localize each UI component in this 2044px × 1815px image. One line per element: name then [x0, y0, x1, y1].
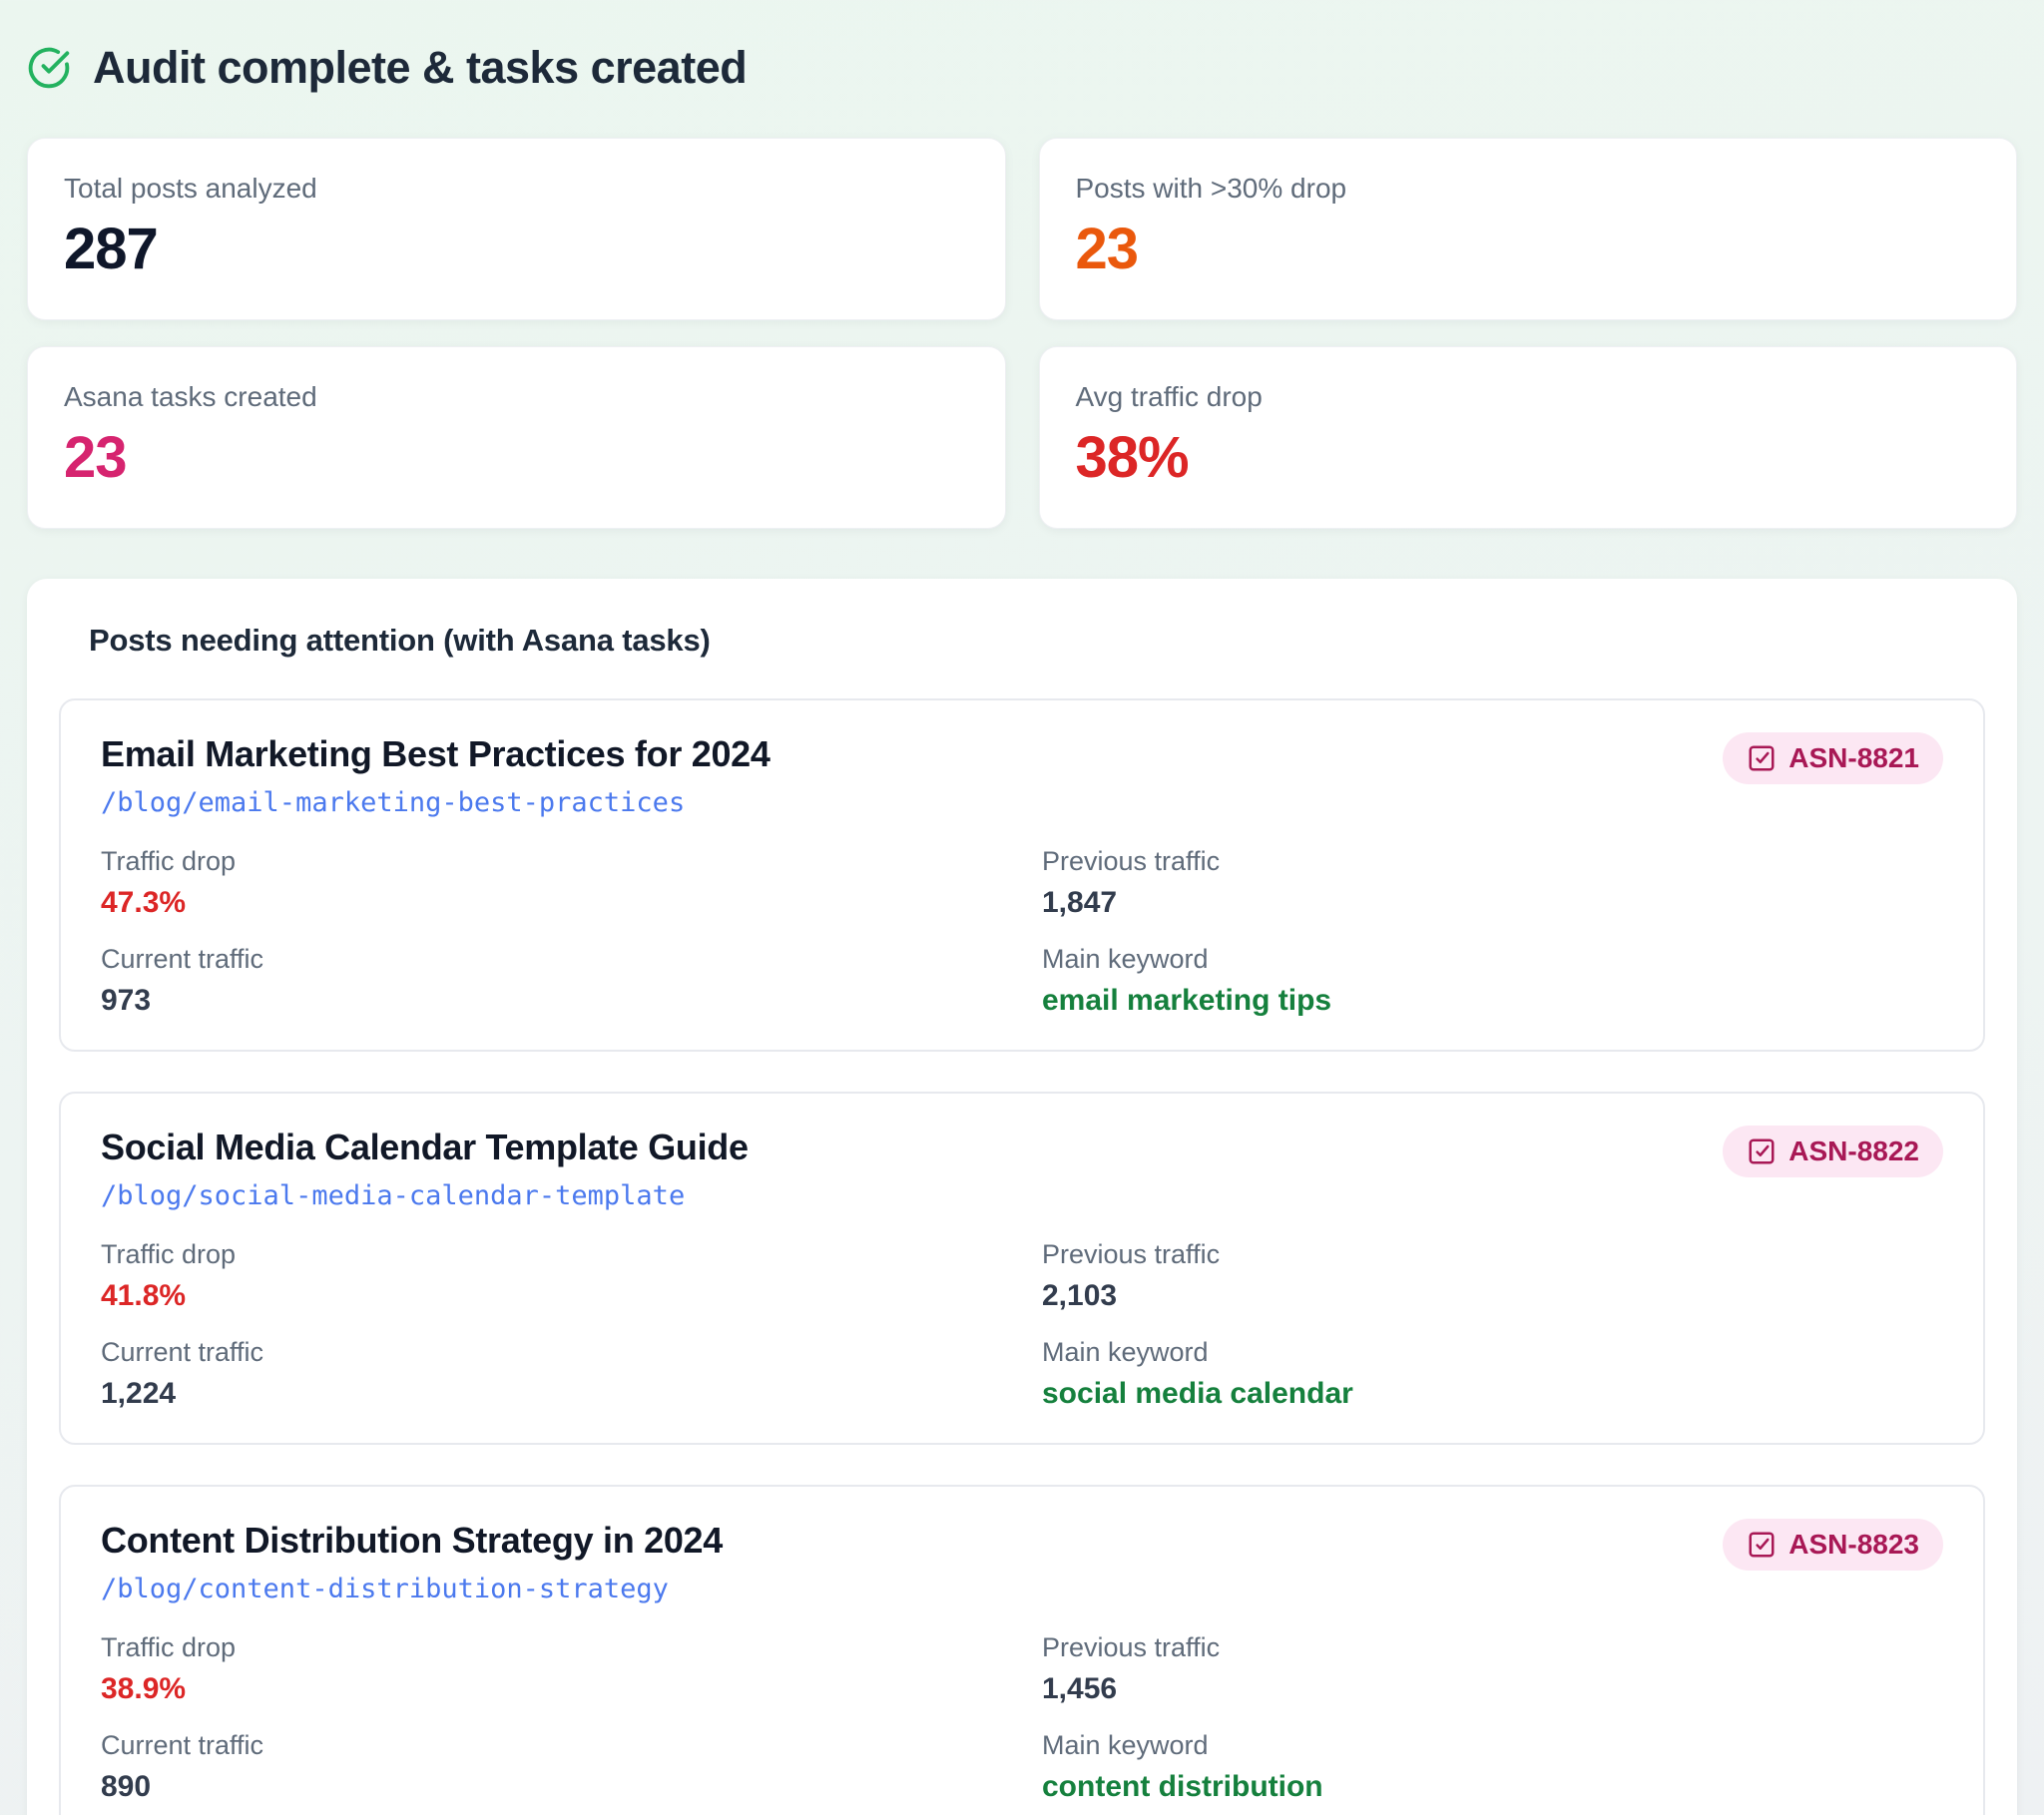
post-card: Email Marketing Best Practices for 2024 … [59, 698, 1985, 1052]
post-title: Social Media Calendar Template Guide [101, 1127, 749, 1167]
metric-value-main-keyword: email marketing tips [1042, 984, 1332, 1017]
metric-current-traffic: Current traffic 973 [101, 942, 1002, 1020]
metric-value-previous-traffic: 1,847 [1042, 886, 1118, 919]
metric-value-current-traffic: 973 [101, 984, 152, 1017]
task-id: ASN-8821 [1788, 742, 1919, 773]
metric-value-previous-traffic: 1,456 [1042, 1672, 1118, 1705]
stat-card: Avg traffic drop 38% [1038, 346, 2017, 529]
asana-task-badge[interactable]: ASN-8823 [1723, 1519, 1943, 1571]
metric-label: Main keyword [1042, 1730, 1209, 1760]
post-header: Email Marketing Best Practices for 2024 … [101, 732, 1943, 820]
post-stats: Traffic drop 41.8% Previous traffic 2,10… [101, 1237, 1943, 1413]
metric-label: Traffic drop [101, 1632, 237, 1662]
stat-card: Total posts analyzed 287 [27, 138, 1006, 320]
section-title: Posts needing attention (with Asana task… [89, 623, 711, 658]
stat-label: Asana tasks created [64, 381, 317, 412]
metric-value-main-keyword: content distribution [1042, 1770, 1323, 1803]
stat-card: Posts with >30% drop 23 [1038, 138, 2017, 320]
metric-label: Main keyword [1042, 944, 1209, 974]
metric-value-current-traffic: 890 [101, 1770, 152, 1803]
metric-value-current-traffic: 1,224 [101, 1377, 177, 1410]
circle-check-icon [27, 46, 71, 90]
post-url-link[interactable]: /blog/content-distribution-strategy [101, 1574, 669, 1604]
metric-current-traffic: Current traffic 1,224 [101, 1335, 1002, 1413]
metric-label: Previous traffic [1042, 846, 1221, 876]
metric-value-traffic-drop: 47.3% [101, 886, 187, 919]
post-info: Social Media Calendar Template Guide /bl… [101, 1126, 749, 1213]
asana-task-badge[interactable]: ASN-8821 [1723, 732, 1943, 784]
metric-main-keyword: Main keyword content distribution [1042, 1728, 1943, 1806]
metric-value-traffic-drop: 41.8% [101, 1279, 187, 1312]
metric-label: Current traffic [101, 1337, 264, 1367]
page-header: Audit complete & tasks created [27, 42, 2017, 94]
metric-previous-traffic: Previous traffic 2,103 [1042, 1237, 1943, 1315]
stat-card: Asana tasks created 23 [27, 346, 1006, 529]
task-id: ASN-8822 [1788, 1135, 1919, 1166]
post-stats: Traffic drop 47.3% Previous traffic 1,84… [101, 844, 1943, 1020]
metric-label: Previous traffic [1042, 1239, 1221, 1269]
metric-label: Previous traffic [1042, 1632, 1221, 1662]
stat-value: 38% [1075, 425, 1190, 490]
post-list: Email Marketing Best Practices for 2024 … [59, 698, 1985, 1815]
post-card: Social Media Calendar Template Guide /bl… [59, 1092, 1985, 1445]
post-title: Content Distribution Strategy in 2024 [101, 1520, 723, 1561]
stat-value: 287 [64, 217, 159, 281]
post-header: Social Media Calendar Template Guide /bl… [101, 1126, 1943, 1213]
post-card: Content Distribution Strategy in 2024 /b… [59, 1485, 1985, 1815]
post-url-link[interactable]: /blog/social-media-calendar-template [101, 1180, 686, 1211]
square-check-icon [1747, 743, 1777, 773]
post-info: Content Distribution Strategy in 2024 /b… [101, 1519, 723, 1606]
post-url-link[interactable]: /blog/email-marketing-best-practices [101, 787, 686, 818]
post-stats: Traffic drop 38.9% Previous traffic 1,45… [101, 1630, 1943, 1806]
post-header: Content Distribution Strategy in 2024 /b… [101, 1519, 1943, 1606]
stat-value: 23 [1075, 217, 1140, 281]
post-info: Email Marketing Best Practices for 2024 … [101, 732, 770, 820]
square-check-icon [1747, 1530, 1777, 1560]
metric-traffic-drop: Traffic drop 47.3% [101, 844, 1002, 922]
page-title: Audit complete & tasks created [93, 42, 748, 93]
post-title: Email Marketing Best Practices for 2024 [101, 733, 770, 774]
metric-traffic-drop: Traffic drop 41.8% [101, 1237, 1002, 1315]
metric-value-previous-traffic: 2,103 [1042, 1279, 1118, 1312]
stats-grid: Total posts analyzed 287 Posts with >30%… [27, 138, 2017, 529]
metric-traffic-drop: Traffic drop 38.9% [101, 1630, 1002, 1708]
metric-value-main-keyword: social media calendar [1042, 1377, 1353, 1410]
metric-previous-traffic: Previous traffic 1,456 [1042, 1630, 1943, 1708]
stat-label: Avg traffic drop [1075, 381, 1263, 412]
posts-panel: Posts needing attention (with Asana task… [27, 579, 2017, 1815]
metric-label: Traffic drop [101, 846, 237, 876]
square-check-icon [1747, 1136, 1777, 1166]
stat-label: Total posts analyzed [64, 173, 317, 204]
asana-task-badge[interactable]: ASN-8822 [1723, 1126, 1943, 1177]
metric-current-traffic: Current traffic 890 [101, 1728, 1002, 1806]
metric-label: Current traffic [101, 1730, 264, 1760]
metric-previous-traffic: Previous traffic 1,847 [1042, 844, 1943, 922]
metric-value-traffic-drop: 38.9% [101, 1672, 187, 1705]
metric-main-keyword: Main keyword email marketing tips [1042, 942, 1943, 1020]
task-id: ASN-8823 [1788, 1529, 1919, 1560]
metric-label: Traffic drop [101, 1239, 237, 1269]
metric-label: Current traffic [101, 944, 264, 974]
stat-label: Posts with >30% drop [1075, 173, 1347, 204]
stat-value: 23 [64, 425, 128, 490]
metric-label: Main keyword [1042, 1337, 1209, 1367]
metric-main-keyword: Main keyword social media calendar [1042, 1335, 1943, 1413]
